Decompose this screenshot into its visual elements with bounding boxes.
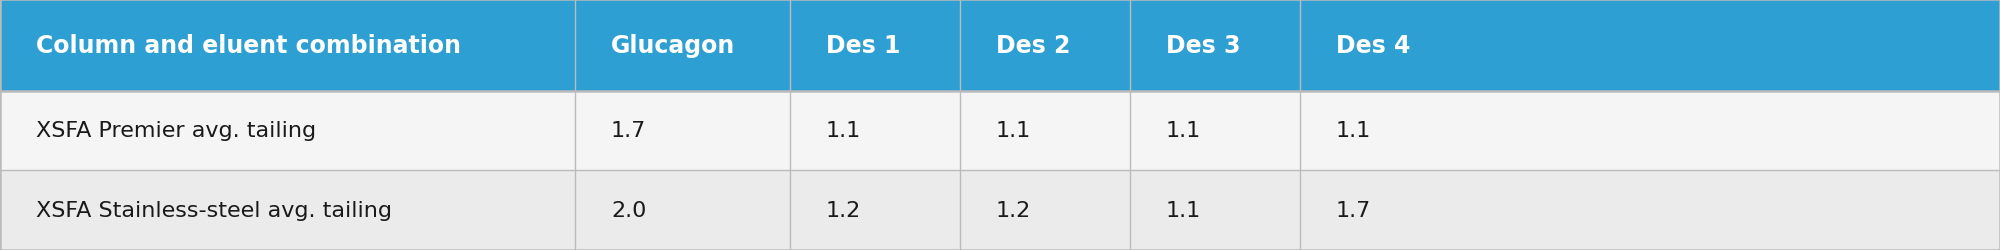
Text: 1.1: 1.1 bbox=[1166, 200, 1202, 220]
Text: Des 4: Des 4 bbox=[1336, 34, 1410, 58]
Text: 1.1: 1.1 bbox=[1336, 121, 1372, 141]
Text: Des 2: Des 2 bbox=[996, 34, 1070, 58]
Text: 1.2: 1.2 bbox=[826, 200, 862, 220]
Bar bbox=[0, 0, 2000, 91]
Text: 1.7: 1.7 bbox=[612, 121, 646, 141]
Text: Glucagon: Glucagon bbox=[612, 34, 736, 58]
Text: 1.1: 1.1 bbox=[826, 121, 862, 141]
Bar bbox=[0, 91, 2000, 170]
Text: 2.0: 2.0 bbox=[612, 200, 646, 220]
Text: Des 3: Des 3 bbox=[1166, 34, 1240, 58]
Text: 1.1: 1.1 bbox=[996, 121, 1032, 141]
Text: XSFA Stainless-steel avg. tailing: XSFA Stainless-steel avg. tailing bbox=[36, 200, 392, 220]
Text: 1.7: 1.7 bbox=[1336, 200, 1372, 220]
Text: 1.2: 1.2 bbox=[996, 200, 1032, 220]
Bar bbox=[0, 170, 2000, 250]
Text: XSFA Premier avg. tailing: XSFA Premier avg. tailing bbox=[36, 121, 316, 141]
Text: 1.1: 1.1 bbox=[1166, 121, 1202, 141]
Text: Column and eluent combination: Column and eluent combination bbox=[36, 34, 460, 58]
Text: Des 1: Des 1 bbox=[826, 34, 900, 58]
